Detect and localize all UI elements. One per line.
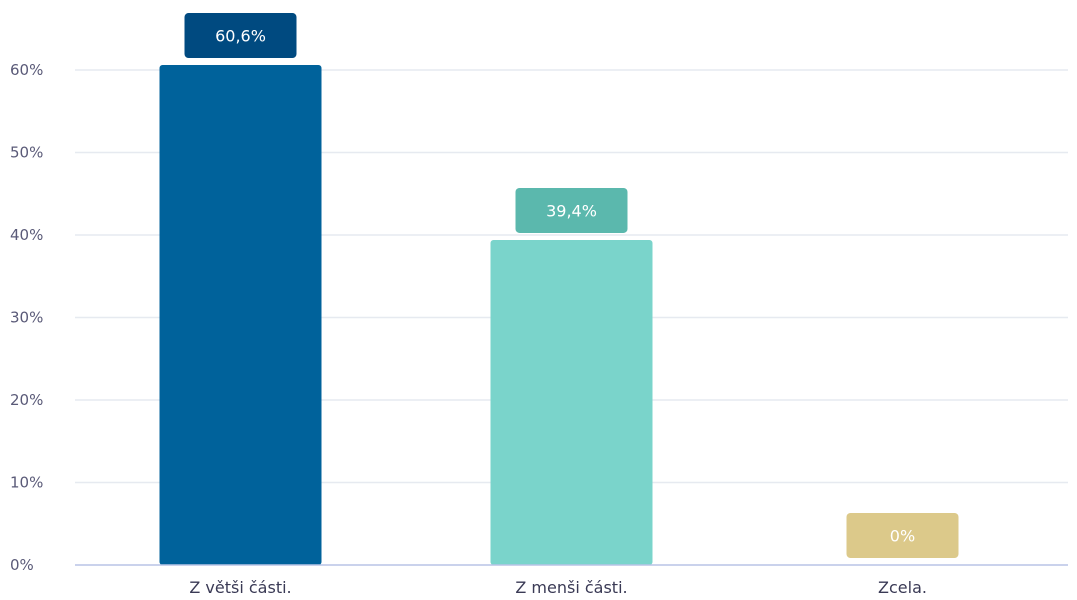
y-tick-label: 10%: [10, 474, 43, 492]
y-tick-label: 60%: [10, 61, 43, 79]
x-category-label: Z větši části.: [189, 578, 291, 597]
x-category-label: Zcela.: [878, 578, 927, 597]
y-tick-label: 40%: [10, 226, 43, 244]
bar-1: [159, 65, 322, 566]
y-tick-label: 20%: [10, 391, 43, 409]
y-axis-ticks: 0% 10% 20% 30% 40% 50% 60%: [10, 61, 43, 574]
bars: [159, 65, 653, 566]
y-tick-label: 0%: [10, 556, 34, 574]
bar-2: [490, 239, 653, 565]
data-label: 0%: [890, 527, 915, 546]
data-label-badge: [515, 187, 628, 233]
data-label-badge: [184, 13, 297, 59]
x-category-label: Z menši části.: [515, 578, 627, 597]
data-label: 60,6%: [215, 27, 266, 46]
x-axis-labels: Z větši části. Z menši části. Zcela.: [189, 578, 927, 597]
y-tick-label: 50%: [10, 144, 43, 162]
y-tick-label: 30%: [10, 309, 43, 327]
data-label: 39,4%: [546, 201, 597, 220]
data-labels: 60,6% 39,4% 0%: [184, 13, 959, 558]
data-label-badge: [846, 513, 959, 558]
